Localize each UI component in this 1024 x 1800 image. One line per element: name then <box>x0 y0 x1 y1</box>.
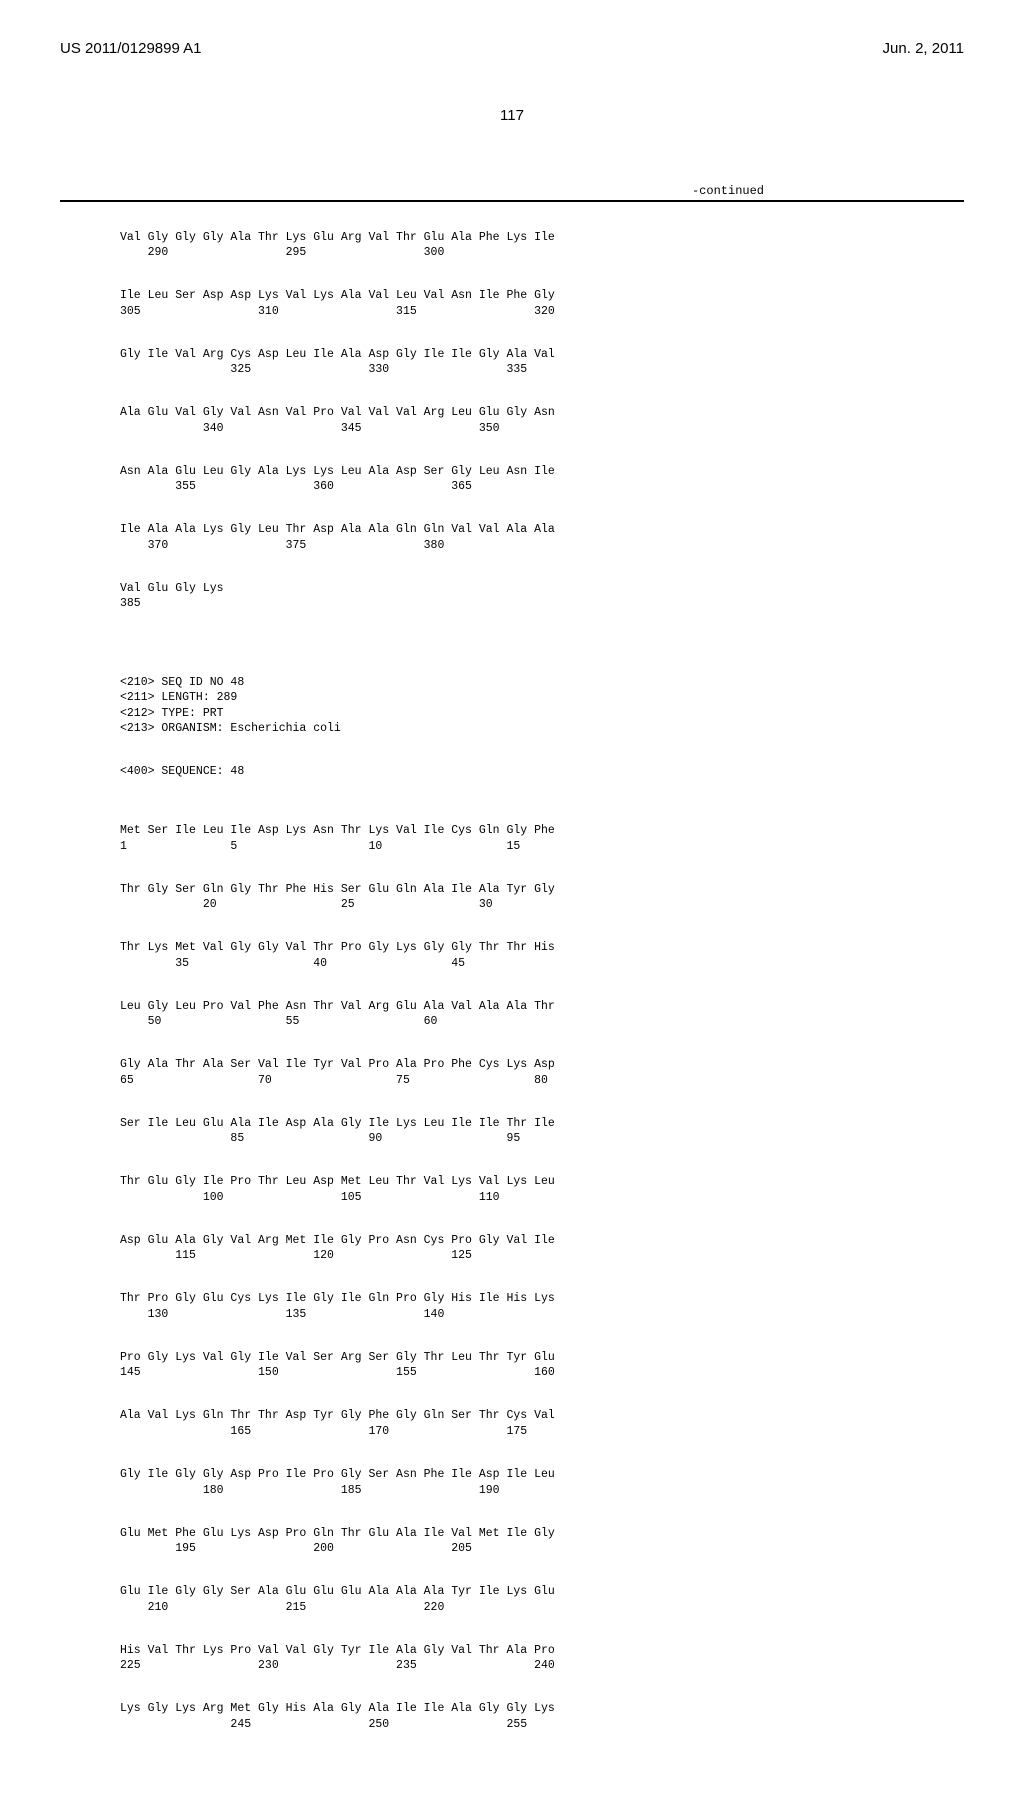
seq-row: Gly Ala Thr Ala Ser Val Ile Tyr Val Pro … <box>120 1057 964 1088</box>
seq-row: Glu Met Phe Glu Lys Asp Pro Gln Thr Glu … <box>120 1526 964 1557</box>
seq-row: Asp Glu Ala Gly Val Arg Met Ile Gly Pro … <box>120 1233 964 1264</box>
seq-row: Gly Ile Gly Gly Asp Pro Ile Pro Gly Ser … <box>120 1467 964 1498</box>
seq-row: Gly Ile Val Arg Cys Asp Leu Ile Ala Asp … <box>120 347 964 378</box>
seq-row: Met Ser Ile Leu Ile Asp Lys Asn Thr Lys … <box>120 823 964 854</box>
top-divider <box>60 200 964 202</box>
seq-row: Thr Pro Gly Glu Cys Lys Ile Gly Ile Gln … <box>120 1291 964 1322</box>
continued-label: -continued <box>60 184 964 198</box>
page-header: US 2011/0129899 A1 Jun. 2, 2011 <box>60 40 964 57</box>
page-number: 117 <box>60 107 964 124</box>
seq-row: Thr Lys Met Val Gly Gly Val Thr Pro Gly … <box>120 940 964 971</box>
seq-row: Leu Gly Leu Pro Val Phe Asn Thr Val Arg … <box>120 999 964 1030</box>
seq-row: His Val Thr Lys Pro Val Val Gly Tyr Ile … <box>120 1643 964 1674</box>
seq-row: Val Gly Gly Gly Ala Thr Lys Glu Arg Val … <box>120 230 964 261</box>
seq-label: <400> SEQUENCE: 48 <box>120 764 964 780</box>
seq-row: Ile Leu Ser Asp Asp Lys Val Lys Ala Val … <box>120 288 964 319</box>
seq-row: Ser Ile Leu Glu Ala Ile Asp Ala Gly Ile … <box>120 1116 964 1147</box>
seq-annotations: <210> SEQ ID NO 48 <211> LENGTH: 289 <21… <box>120 675 964 737</box>
seq-row: Val Glu Gly Lys 385 <box>120 581 964 612</box>
seq-row: Thr Gly Ser Gln Gly Thr Phe His Ser Glu … <box>120 882 964 913</box>
seq-row: Thr Glu Gly Ile Pro Thr Leu Asp Met Leu … <box>120 1174 964 1205</box>
seq-row: Ala Glu Val Gly Val Asn Val Pro Val Val … <box>120 405 964 436</box>
seq-row: Glu Ile Gly Gly Ser Ala Glu Glu Glu Ala … <box>120 1584 964 1615</box>
publication-date: Jun. 2, 2011 <box>883 40 964 57</box>
seq-row: Ile Ala Ala Lys Gly Leu Thr Asp Ala Ala … <box>120 522 964 553</box>
seq-row: Asn Ala Glu Leu Gly Ala Lys Lys Leu Ala … <box>120 464 964 495</box>
seq-row: Lys Gly Lys Arg Met Gly His Ala Gly Ala … <box>120 1701 964 1732</box>
patent-number: US 2011/0129899 A1 <box>60 40 202 57</box>
seq-row: Ala Val Lys Gln Thr Thr Asp Tyr Gly Phe … <box>120 1408 964 1439</box>
sequence-content: Val Gly Gly Gly Ala Thr Lys Glu Arg Val … <box>60 214 964 1760</box>
seq-row: Pro Gly Lys Val Gly Ile Val Ser Arg Ser … <box>120 1350 964 1381</box>
